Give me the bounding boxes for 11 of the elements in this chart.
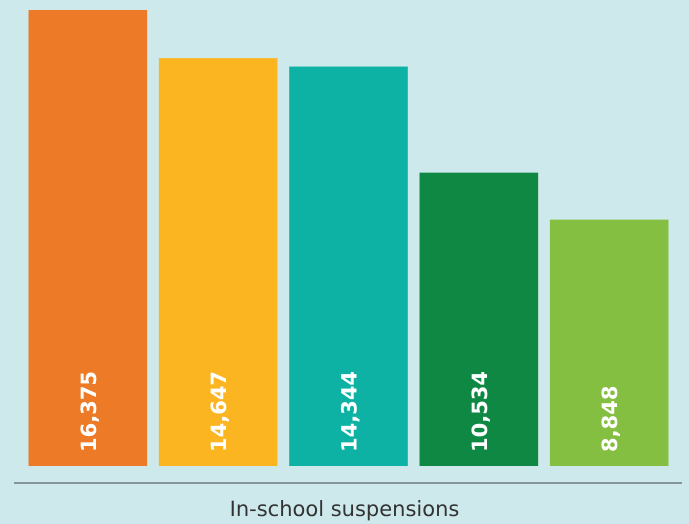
data-label: 16,375 [76, 370, 101, 452]
bar [420, 172, 538, 466]
bar [289, 66, 408, 466]
bar [550, 220, 668, 466]
bar [28, 10, 148, 466]
data-label: 14,344 [338, 370, 362, 452]
data-label: 10,534 [468, 370, 492, 452]
data-label: 8,848 [598, 386, 622, 452]
bar [158, 58, 278, 466]
data-label: 14,647 [207, 370, 232, 452]
x-axis-title: In-school suspensions [230, 497, 460, 521]
